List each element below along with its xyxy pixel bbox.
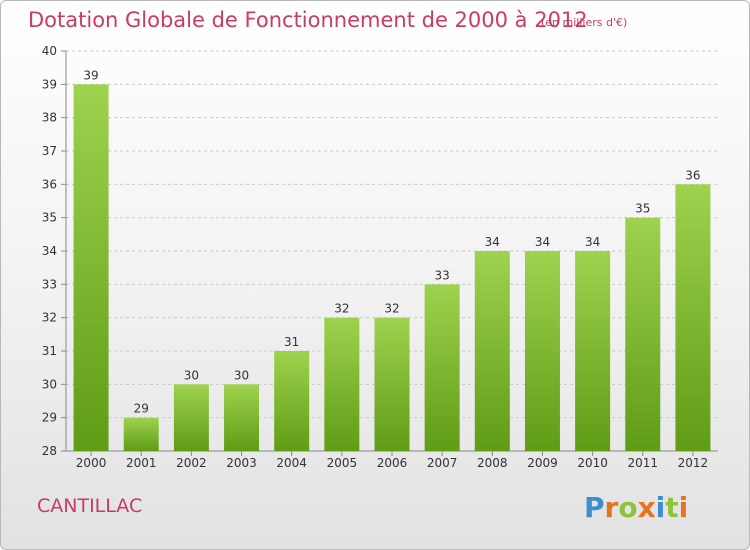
data-label: 35 bbox=[635, 202, 650, 216]
y-tick-label: 33 bbox=[42, 277, 57, 291]
x-tick-label: 2008 bbox=[477, 456, 508, 470]
x-tick-label: 2000 bbox=[76, 456, 107, 470]
data-labels: 39 29 30 30 31 32 32 33 34 34 34 35 36 bbox=[83, 68, 700, 415]
x-tick-label: 2009 bbox=[527, 456, 558, 470]
x-tick-label: 2007 bbox=[427, 456, 458, 470]
bar bbox=[374, 317, 410, 451]
x-tick-label: 2004 bbox=[276, 456, 307, 470]
bar bbox=[474, 251, 510, 451]
y-tick-label: 32 bbox=[42, 311, 57, 325]
bar bbox=[173, 384, 209, 451]
bars bbox=[73, 84, 711, 452]
y-tick-label: 37 bbox=[42, 144, 57, 158]
x-tick-label: 2005 bbox=[327, 456, 358, 470]
data-label: 30 bbox=[234, 368, 249, 382]
data-label: 34 bbox=[535, 235, 550, 249]
data-label: 32 bbox=[334, 302, 349, 316]
data-label: 39 bbox=[83, 68, 98, 82]
data-label: 33 bbox=[435, 268, 450, 282]
data-label: 30 bbox=[184, 368, 199, 382]
y-tick-label: 35 bbox=[42, 211, 57, 225]
y-tick-label: 29 bbox=[42, 411, 57, 425]
data-label: 34 bbox=[485, 235, 500, 249]
bar bbox=[424, 284, 460, 451]
x-tick-label: 2003 bbox=[226, 456, 257, 470]
data-label: 29 bbox=[134, 402, 149, 416]
data-label: 34 bbox=[585, 235, 600, 249]
y-tick-label: 39 bbox=[42, 77, 57, 91]
bar bbox=[274, 351, 310, 451]
bar bbox=[675, 184, 711, 452]
x-tick-label: 2001 bbox=[126, 456, 157, 470]
commune-name: CANTILLAC bbox=[37, 495, 143, 517]
y-tick-label: 40 bbox=[42, 44, 57, 58]
y-tick-label: 34 bbox=[42, 244, 57, 258]
bar bbox=[524, 251, 560, 451]
x-tick-label: 2002 bbox=[176, 456, 207, 470]
proxiti-logo: Proxiti bbox=[584, 488, 696, 528]
bar bbox=[625, 217, 661, 451]
y-tick-label: 31 bbox=[42, 344, 57, 358]
bar bbox=[324, 317, 360, 451]
bar bbox=[73, 84, 109, 451]
x-tick-label: 2012 bbox=[678, 456, 709, 470]
chart-subtitle: (en milliers d'€) bbox=[541, 16, 628, 29]
data-label: 32 bbox=[384, 302, 399, 316]
bar bbox=[123, 417, 159, 451]
data-label: 36 bbox=[685, 168, 700, 182]
x-tick-label: 2011 bbox=[627, 456, 658, 470]
bar bbox=[224, 384, 260, 451]
x-tick-label: 2006 bbox=[377, 456, 408, 470]
x-tick-label: 2010 bbox=[577, 456, 608, 470]
chart-title: Dotation Globale de Fonctionnement de 20… bbox=[28, 8, 588, 32]
svg-text:Proxiti: Proxiti bbox=[584, 491, 688, 524]
y-tick-label: 38 bbox=[42, 111, 57, 125]
data-label: 31 bbox=[284, 335, 299, 349]
bar bbox=[575, 251, 611, 451]
y-tick-label: 30 bbox=[42, 377, 57, 391]
y-tick-label: 28 bbox=[42, 444, 57, 458]
y-tick-label: 36 bbox=[42, 177, 57, 191]
